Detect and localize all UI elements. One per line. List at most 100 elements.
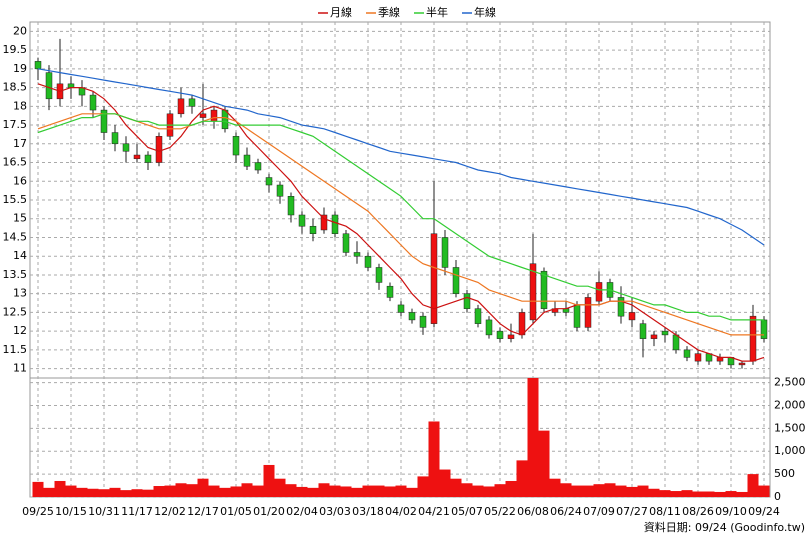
volume-bar	[681, 490, 693, 497]
candle-body	[243, 154, 251, 167]
volume-bar	[164, 485, 176, 497]
candle-body	[375, 267, 383, 283]
y2-tick-label: 2,000	[774, 398, 806, 411]
y-tick-label: 11.5	[3, 343, 28, 356]
candle-body	[386, 285, 394, 298]
candle-body	[661, 330, 669, 336]
volume-bar	[604, 483, 616, 497]
y-tick-label: 16.5	[3, 156, 28, 169]
volume-bar	[527, 378, 539, 497]
candle-body	[309, 225, 317, 234]
volume-bar	[43, 487, 55, 497]
candle-body	[441, 237, 449, 268]
x-tick-label: 10/15	[55, 505, 87, 518]
candle-body	[199, 113, 207, 118]
y-tick-label: 16	[13, 174, 27, 187]
legend-label: 年線	[474, 5, 496, 19]
volume-bar	[494, 484, 506, 497]
x-tick-label: 09/25	[22, 505, 54, 518]
legend-label: 月線	[330, 5, 352, 19]
ma-line	[37, 113, 764, 321]
candle-body	[430, 233, 438, 324]
volume-bar	[296, 486, 308, 497]
volume-bar	[582, 485, 594, 497]
volume-bar	[197, 478, 209, 497]
y-tick-label: 19.5	[3, 43, 28, 56]
volume-bar	[230, 486, 242, 497]
y-tick-label: 13	[13, 287, 27, 300]
candle-body	[485, 319, 493, 336]
y-tick-label: 17	[13, 137, 27, 150]
y2-tick-label: 500	[774, 467, 795, 480]
x-tick-label: 05/07	[451, 505, 483, 518]
candle-body	[155, 136, 163, 163]
candle-body	[749, 315, 757, 362]
candle-body	[276, 184, 284, 197]
x-tick-label: 01/20	[253, 505, 285, 518]
x-tick-label: 02/04	[286, 505, 318, 518]
candle-body	[89, 94, 97, 111]
candle-body	[122, 143, 130, 152]
x-tick-label: 10/31	[88, 505, 120, 518]
volume-bar	[648, 488, 660, 497]
y-tick-label: 14.5	[3, 230, 28, 243]
candle-body	[529, 263, 537, 321]
candle-body	[100, 109, 108, 133]
volume-bar	[615, 485, 627, 497]
volume-bar	[362, 485, 374, 497]
candle-body	[463, 293, 471, 309]
volume-bar	[571, 485, 583, 497]
volume-bar	[703, 491, 715, 497]
y-tick-label: 11	[13, 362, 27, 375]
x-tick-label: 09/10	[715, 505, 747, 518]
volume-bar	[725, 491, 737, 497]
volume-bar	[32, 481, 44, 497]
y-tick-label: 20	[13, 24, 27, 37]
y-tick-label: 15.5	[3, 193, 28, 206]
candle-body	[518, 312, 526, 336]
volume-bar	[516, 460, 528, 497]
volume-bar	[692, 491, 704, 497]
y2-tick-label: 2,500	[774, 376, 806, 389]
x-tick-label: 07/27	[616, 505, 648, 518]
volume-bar	[472, 485, 484, 497]
volume-bar	[318, 483, 330, 497]
candle-body	[738, 362, 746, 366]
candle-body	[397, 304, 405, 313]
volume-bar	[439, 469, 451, 497]
x-tick-label: 01/05	[220, 505, 252, 518]
candle-body	[34, 61, 42, 70]
footer: 資料日期: 09/24 (Goodinfo.tw)	[644, 520, 805, 534]
volume-bar	[76, 487, 88, 497]
x-tick-label: 08/11	[649, 505, 681, 518]
x-tick-label: 06/08	[517, 505, 549, 518]
y2-tick-label: 1,500	[774, 421, 806, 434]
volume-bar	[406, 487, 418, 497]
candle-body	[210, 109, 218, 122]
volume-bar	[538, 430, 550, 497]
y-tick-label: 15	[13, 212, 27, 225]
y-tick-label: 12.5	[3, 305, 28, 318]
candle-body	[760, 319, 768, 339]
volume-bar	[714, 491, 726, 497]
candle-body	[265, 177, 273, 186]
candle-body	[408, 312, 416, 321]
x-tick-label: 03/03	[319, 505, 351, 518]
volume-bar	[670, 491, 682, 497]
y-tick-label: 18.5	[3, 81, 28, 94]
candle-body	[474, 308, 482, 324]
candle-body	[694, 353, 702, 362]
volume-bar	[87, 488, 99, 497]
ma-line	[37, 83, 765, 362]
volume-bar	[219, 487, 231, 497]
legend-label: 半年	[426, 5, 448, 19]
x-tick-label: 04/02	[385, 505, 417, 518]
price-panel	[29, 21, 771, 379]
y2-tick-label: 1,000	[774, 444, 806, 457]
volume-bar	[505, 480, 517, 497]
volume-bar	[208, 485, 220, 497]
volume-bar	[307, 487, 319, 497]
candle-body	[287, 196, 295, 216]
candle-body	[342, 233, 350, 253]
